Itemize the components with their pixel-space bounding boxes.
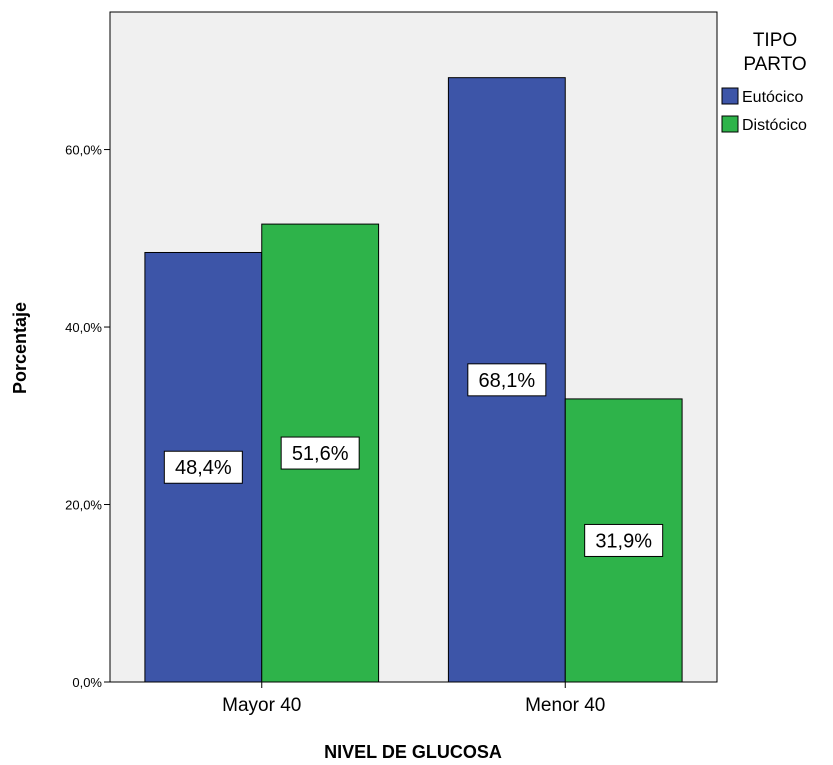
y-tick-label: 40,0% — [65, 320, 102, 335]
data-label-text: 31,9% — [595, 530, 652, 552]
legend-title-line-2: PARTO — [743, 54, 806, 75]
x-axis-title: NIVEL DE GLUCOSA — [324, 742, 502, 762]
legend-title-line-1: TIPO — [753, 30, 797, 51]
legend-swatch-eutócico — [721, 87, 739, 105]
legend-swatch-distócico — [721, 115, 739, 133]
y-tick-label: 0,0% — [72, 675, 102, 690]
x-tick-label: Menor 40 — [525, 695, 605, 716]
legend-label: Distócico — [742, 117, 807, 134]
data-label-box — [584, 523, 664, 557]
data-label: 51,6% — [280, 436, 360, 470]
data-label-text: 51,6% — [292, 443, 349, 465]
data-label-box — [163, 450, 243, 484]
data-label-box — [280, 436, 360, 470]
y-tick-label: 60,0% — [65, 143, 102, 158]
y-axis-title: Porcentaje — [10, 302, 30, 394]
data-label: 48,4% — [163, 450, 243, 484]
data-label: 31,9% — [584, 523, 664, 557]
legend: TIPO PARTO Eutócico Distócico — [721, 30, 807, 134]
data-label-text: 68,1% — [478, 370, 535, 392]
y-tick-label: 20,0% — [65, 498, 102, 513]
data-label-text: 48,4% — [175, 457, 232, 479]
legend-label: Eutócico — [742, 89, 803, 106]
x-tick-label: Mayor 40 — [222, 695, 301, 716]
data-label-box — [467, 363, 547, 397]
data-label: 68,1% — [467, 363, 547, 397]
